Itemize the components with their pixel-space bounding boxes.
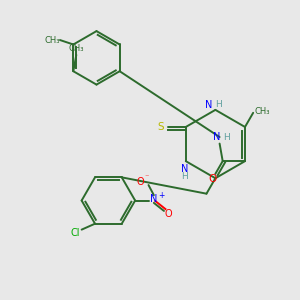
Text: N: N [205,100,212,110]
Text: CH₃: CH₃ [254,107,270,116]
Text: H: H [181,172,188,181]
Text: H: H [223,133,230,142]
Text: H: H [216,100,222,109]
Text: +: + [158,191,164,200]
Text: N: N [181,164,188,175]
Text: N: N [213,132,220,142]
Text: O: O [208,174,216,184]
Text: O: O [136,176,144,187]
Text: O: O [165,209,172,219]
Text: Cl: Cl [71,228,80,238]
Text: CH₃: CH₃ [45,35,60,44]
Text: CH₃: CH₃ [69,44,84,53]
Text: N: N [150,194,158,204]
Text: S: S [157,122,164,132]
Text: ⁻: ⁻ [145,172,149,181]
